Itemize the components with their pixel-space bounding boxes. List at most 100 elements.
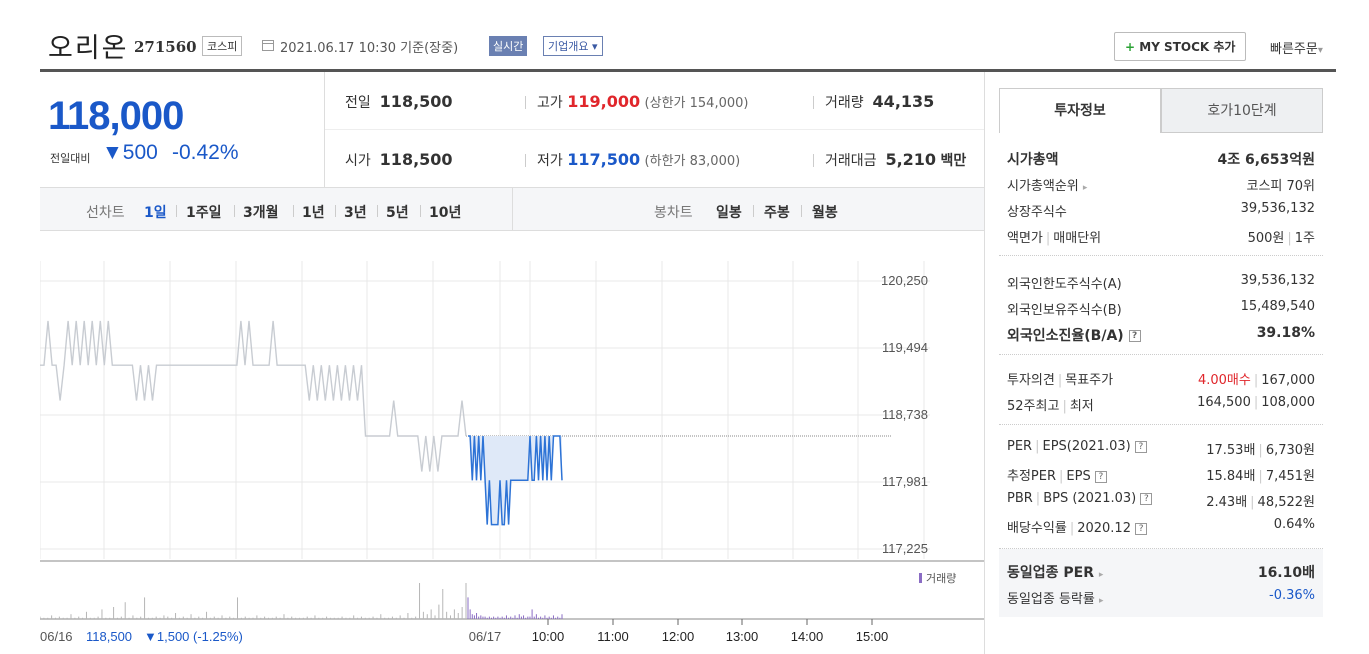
separator: | [1059, 469, 1064, 484]
quote-date: 2021.06.17 10:30 기준(장중) [280, 41, 459, 56]
line-chart-label: 선차트 [86, 205, 125, 221]
candle-monthly[interactable]: 월봉 [812, 205, 838, 221]
tab-invest-info[interactable]: 투자정보 [999, 88, 1161, 133]
info-value: 15.84배 | 7,451원 [1206, 465, 1315, 484]
period-3y[interactable]: 3년 [344, 205, 367, 221]
volume-label: 거래량 [825, 95, 864, 111]
info-label: 상장주식수 [1007, 201, 1067, 220]
price-change-value: 500 [122, 141, 158, 164]
header-divider [40, 69, 1336, 72]
info-label-text: 시가총액순위 [1007, 179, 1079, 194]
separator [753, 205, 754, 217]
candle-daily[interactable]: 일봉 [716, 205, 742, 221]
quick-order-label: 빠른주문 [1270, 42, 1318, 57]
volume-legend-mark [919, 573, 922, 583]
info-label[interactable]: 동일업종 등락률 ▸ [1007, 588, 1104, 607]
info-value: 39,536,132 [1241, 273, 1315, 288]
info-label-text-2: 2020.12 [1077, 521, 1131, 536]
info-label: 투자의견 | 목표주가 [1007, 369, 1113, 388]
info-label: 외국인소진율(B/A) ? [1007, 325, 1141, 345]
info-value: 코스피 70위 [1246, 175, 1315, 194]
info-label: 시가총액 [1007, 149, 1059, 169]
separator: | [1069, 521, 1075, 536]
info-value: 17.53배 | 6,730원 [1206, 439, 1315, 458]
info-value: 39.18% [1257, 325, 1315, 341]
y-tick-label: 120,250 [881, 273, 928, 288]
info-value: 2.43배 | 48,522원 [1206, 491, 1315, 510]
info-label-text: 액면가 [1007, 231, 1043, 246]
help-icon[interactable]: ? [1128, 330, 1141, 342]
candle-weekly[interactable]: 주봉 [764, 205, 790, 221]
info-row: 외국인소진율(B/A) ? 39.18% [999, 320, 1323, 346]
separator [420, 205, 421, 217]
price-section: 118,000 전일대비 ▼500 -0.42% 전일 118,500 고가 1… [40, 72, 984, 654]
period-1y[interactable]: 1년 [302, 205, 325, 221]
info-label-text: 배당수익률 [1007, 521, 1067, 536]
high-label: 고가 [537, 95, 563, 111]
candle-chart-label: 봉차트 [654, 205, 693, 221]
section-divider [999, 424, 1323, 425]
info-row: 상장주식수 39,536,132 [999, 196, 1323, 222]
separator: | [1250, 495, 1255, 510]
realtime-badge[interactable]: 실시간 [489, 36, 528, 56]
info-label-text: 외국인보유주식수(B) [1007, 303, 1122, 318]
info-row: 52주최고 | 최저 164,500 | 108,000 [999, 390, 1323, 416]
info-value-text: 15.84배 [1206, 469, 1256, 484]
info-row: 투자의견 | 목표주가 4.00매수 | 167,000 [999, 364, 1323, 390]
x-tick-label: 11:00 [597, 629, 629, 644]
info-row: 액면가 | 매매단위 500원 | 1주 [999, 222, 1323, 248]
info-value-text: 39.18% [1256, 325, 1315, 341]
period-1w[interactable]: 1주일 [186, 205, 222, 221]
y-tick-label: 117,981 [882, 474, 928, 489]
info-label-text-2: 매매단위 [1053, 231, 1102, 246]
info-label: 52주최고 | 최저 [1007, 395, 1094, 414]
info-label: PER | EPS(2021.03) ? [1007, 439, 1147, 454]
info-label-text: 상장주식수 [1007, 205, 1067, 220]
tab-orderbook[interactable]: 호가10단계 [1161, 88, 1323, 133]
info-label-text-2: 최저 [1069, 399, 1094, 414]
quick-order-button[interactable]: 빠른주문▾ [1270, 38, 1323, 57]
chevron-down-icon: ▾ [591, 40, 598, 53]
chevron-down-icon: ▾ [1317, 45, 1323, 56]
info-label-text: PER [1007, 439, 1033, 454]
info-row: 배당수익률 | 2020.12 ? 0.64% [999, 512, 1323, 538]
add-mystock-button[interactable]: + MY STOCK 추가 [1114, 32, 1247, 61]
period-1d[interactable]: 1일 [144, 205, 167, 221]
separator: | [1035, 439, 1040, 454]
today-line [468, 435, 563, 526]
period-5y[interactable]: 5년 [386, 205, 409, 221]
info-value-text: 39,536,132 [1240, 201, 1315, 216]
help-icon[interactable]: ? [1140, 492, 1153, 505]
info-label[interactable]: 동일업종 PER ▸ [1007, 562, 1103, 582]
info-value-text: 코스피 70위 [1246, 179, 1315, 194]
help-icon[interactable]: ? [1135, 522, 1148, 535]
info-label[interactable]: 시가총액순위 ▸ [1007, 175, 1087, 194]
volume: 거래량 44,135 [825, 92, 934, 112]
price-change-pct: -0.42% [172, 141, 239, 164]
open-label: 시가 [345, 153, 371, 169]
period-10y[interactable]: 10년 [429, 205, 462, 221]
intraday-chart[interactable]: 120,250 119,494 118,738 117,981 117,225 거래량 06… [40, 231, 984, 654]
separator [801, 205, 802, 217]
x-tick-label: 13:00 [726, 629, 759, 644]
info-label-text: PBR [1007, 491, 1033, 506]
separator [293, 205, 294, 217]
help-icon[interactable]: ? [1134, 440, 1147, 453]
volume-value: 44,135 [872, 92, 935, 111]
help-icon[interactable]: ? [1094, 470, 1107, 483]
info-row: PBR | BPS (2021.03) ? 2.43배 | 48,522원 [999, 486, 1323, 512]
company-overview-button[interactable]: 기업개요 ▾ [543, 36, 603, 56]
y-tick-label: 118,738 [882, 407, 928, 422]
info-value: 164,500 | 108,000 [1197, 395, 1315, 410]
separator: | [1258, 469, 1263, 484]
info-label-text: 외국인소진율(B/A) [1007, 328, 1124, 344]
period-3m[interactable]: 3개월 [243, 205, 279, 221]
info-row: PER | EPS(2021.03) ? 17.53배 | 6,730원 [999, 434, 1323, 460]
info-label-text: 외국인한도주식수(A) [1007, 277, 1122, 292]
high-value: 119,000 [567, 92, 641, 111]
upper-limit: (상한가 154,000) [644, 96, 749, 111]
info-label-text: 동일업종 PER [1007, 565, 1094, 581]
info-label-text: 시가총액 [1007, 152, 1059, 168]
info-value: 16.10배 [1258, 562, 1315, 582]
amount-value: 5,210 [885, 150, 937, 169]
